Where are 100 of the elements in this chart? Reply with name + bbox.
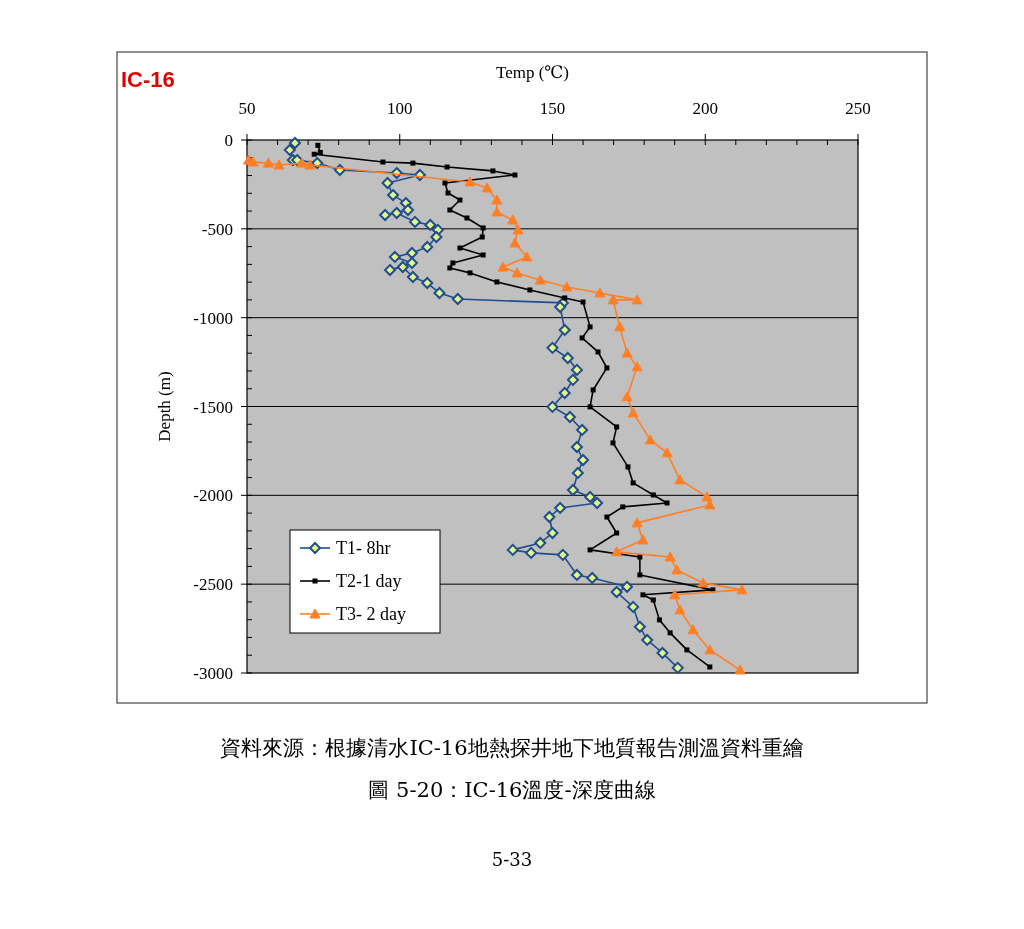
point bbox=[562, 295, 568, 301]
point bbox=[410, 160, 416, 166]
point bbox=[734, 664, 746, 675]
point bbox=[661, 447, 673, 458]
point bbox=[614, 424, 620, 430]
point bbox=[650, 597, 656, 603]
point bbox=[512, 224, 524, 235]
point bbox=[494, 279, 500, 285]
y-tick-label: -3000 bbox=[193, 664, 233, 683]
point bbox=[621, 347, 633, 358]
point bbox=[479, 234, 485, 240]
point bbox=[614, 321, 626, 332]
point bbox=[587, 547, 593, 553]
x-tick-label: 200 bbox=[692, 99, 718, 118]
y-tick-label: -2500 bbox=[193, 575, 233, 595]
point bbox=[580, 299, 586, 305]
point bbox=[704, 644, 716, 655]
point bbox=[464, 176, 476, 187]
point bbox=[262, 157, 274, 168]
point bbox=[467, 270, 473, 276]
point bbox=[447, 265, 453, 271]
point bbox=[579, 335, 585, 341]
y-tick-label: 0 bbox=[224, 131, 233, 150]
point bbox=[621, 391, 633, 402]
point bbox=[611, 546, 623, 557]
point bbox=[674, 604, 686, 615]
y-axis-title: Depth (m) bbox=[155, 371, 174, 442]
point bbox=[457, 197, 463, 203]
point bbox=[664, 551, 676, 562]
point bbox=[509, 237, 521, 248]
y-tick-label: -500 bbox=[201, 219, 233, 239]
y-tick-label: -1500 bbox=[193, 397, 233, 417]
point bbox=[380, 159, 386, 165]
point bbox=[627, 407, 639, 418]
source-note: 資料來源：根據清水IC-16地熱探井地下地質報告測溫資料重繪 bbox=[220, 736, 804, 760]
point bbox=[521, 251, 533, 262]
point bbox=[631, 294, 643, 305]
point bbox=[296, 157, 308, 168]
y-tick-label: -2000 bbox=[193, 486, 233, 506]
point bbox=[457, 245, 463, 251]
point bbox=[481, 182, 493, 193]
point bbox=[671, 564, 683, 575]
x-axis-title: Temp (℃) bbox=[495, 63, 570, 82]
point bbox=[614, 530, 620, 536]
point bbox=[511, 267, 523, 278]
point bbox=[625, 464, 631, 470]
point bbox=[594, 287, 606, 298]
point bbox=[604, 514, 610, 520]
point bbox=[491, 194, 503, 205]
point bbox=[527, 287, 533, 293]
point bbox=[480, 225, 486, 231]
x-tick-label: 100 bbox=[387, 99, 413, 118]
point bbox=[697, 577, 709, 588]
point bbox=[610, 440, 616, 446]
point bbox=[631, 517, 643, 528]
point bbox=[450, 260, 456, 266]
point bbox=[656, 617, 662, 623]
point bbox=[701, 491, 713, 502]
chart-title: IC-16 bbox=[121, 67, 175, 92]
point bbox=[620, 504, 626, 510]
caption: 圖 5-20：IC-16溫度-深度曲線 bbox=[368, 778, 656, 802]
x-tick-label: 150 bbox=[539, 99, 566, 118]
point bbox=[640, 592, 646, 598]
point bbox=[507, 214, 519, 225]
point bbox=[490, 168, 496, 174]
point bbox=[684, 647, 690, 653]
point bbox=[637, 534, 649, 545]
legend-label: T3- 2 day bbox=[336, 604, 406, 624]
point bbox=[667, 630, 673, 636]
point bbox=[587, 324, 593, 330]
x-tick-label: 250 bbox=[845, 99, 871, 118]
point bbox=[311, 151, 317, 157]
point bbox=[587, 404, 593, 410]
point bbox=[674, 474, 686, 485]
point bbox=[707, 664, 713, 670]
point bbox=[604, 365, 610, 371]
y-tick-label: -1000 bbox=[193, 308, 233, 328]
point bbox=[534, 274, 546, 285]
point bbox=[512, 172, 518, 178]
point bbox=[631, 361, 643, 372]
point bbox=[315, 142, 321, 148]
point bbox=[442, 180, 448, 186]
text: 5-33 bbox=[491, 849, 533, 870]
point bbox=[304, 159, 316, 170]
point bbox=[590, 387, 596, 393]
point bbox=[630, 480, 636, 486]
x-tick-label: 50 bbox=[238, 99, 256, 118]
point bbox=[247, 156, 259, 167]
point bbox=[664, 500, 670, 506]
point bbox=[445, 190, 451, 196]
point bbox=[464, 215, 470, 221]
point bbox=[491, 206, 503, 217]
point bbox=[637, 572, 643, 578]
point bbox=[480, 252, 486, 258]
point bbox=[444, 164, 450, 170]
point bbox=[595, 349, 601, 355]
legend-label: T2-1 day bbox=[336, 571, 402, 591]
point bbox=[644, 434, 656, 445]
point bbox=[273, 159, 285, 170]
point bbox=[447, 207, 453, 213]
